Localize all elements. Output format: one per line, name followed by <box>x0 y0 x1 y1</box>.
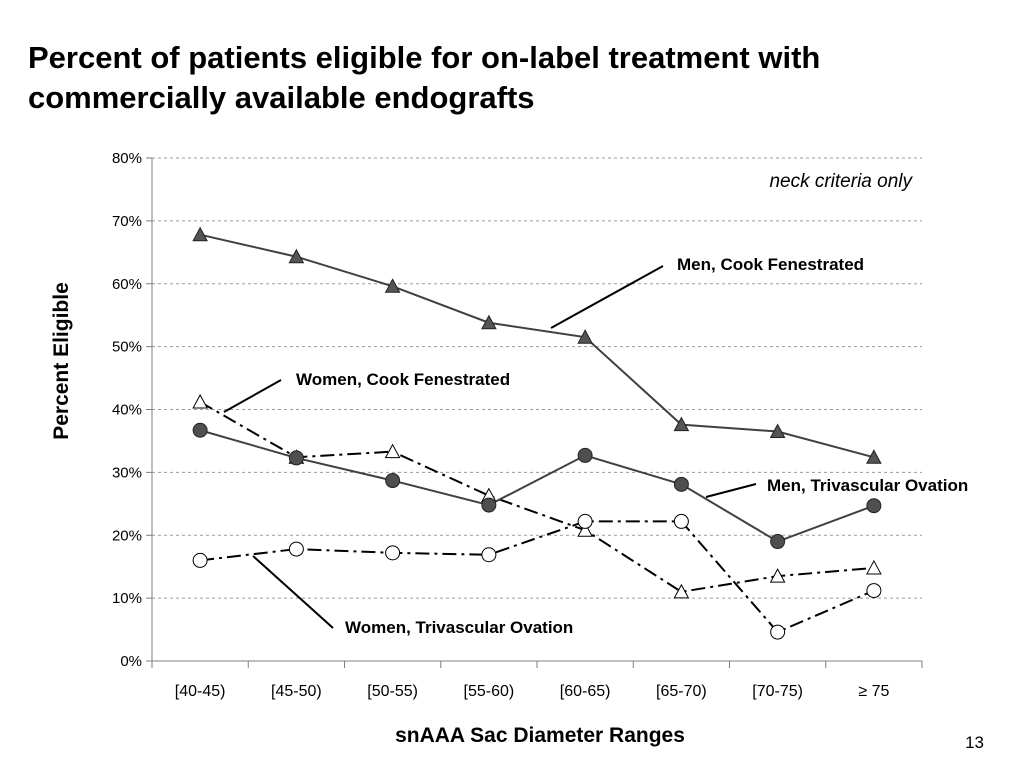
data-point <box>577 447 593 463</box>
x-tick-label: [40-45) <box>175 683 226 700</box>
y-tick-label: 30% <box>112 464 142 481</box>
series-label-leader-0 <box>550 265 664 329</box>
series-label-leader-3 <box>252 555 334 629</box>
slide-title-line-1: Percent of patients eligible for on-labe… <box>28 40 821 75</box>
data-point <box>481 497 497 513</box>
x-tick-label: [50-55) <box>367 683 418 700</box>
data-point <box>770 624 786 640</box>
x-tick-label: [70-75) <box>752 683 803 700</box>
data-point <box>673 583 690 599</box>
data-point <box>288 450 304 466</box>
series-label-0: Men, Cook Fenestrated <box>677 255 864 274</box>
data-point <box>192 422 208 438</box>
slide-title-line-2: commercially available endografts <box>28 80 535 115</box>
data-point <box>481 547 497 563</box>
data-point <box>385 545 401 561</box>
axes <box>146 157 923 668</box>
slide-title: Percent of patients eligible for on-labe… <box>28 38 1008 118</box>
label-leader-lines <box>223 265 757 629</box>
x-tick-label: [55-60) <box>464 683 515 700</box>
data-point <box>577 329 593 344</box>
data-point <box>288 541 304 557</box>
y-tick-label: 80% <box>112 150 142 167</box>
y-tick-label: 10% <box>112 590 142 607</box>
series-label-2: Men, Trivascular Ovation <box>767 476 968 495</box>
y-tick-label: 20% <box>112 527 142 544</box>
data-point <box>192 552 208 568</box>
data-point <box>384 278 401 293</box>
series-label-leader-2 <box>705 483 757 498</box>
data-point <box>866 583 882 599</box>
data-point <box>192 393 208 409</box>
chart-text: 0% 10% 20% 30% 40% 50% 60% 70% 80% [40-45) [45-50)… <box>50 150 968 747</box>
y-tick-label: 70% <box>112 213 142 230</box>
data-point <box>192 226 208 242</box>
data-point <box>866 449 882 464</box>
data-point <box>577 513 593 529</box>
y-tick-label: 60% <box>112 276 142 293</box>
data-point <box>673 416 690 432</box>
series-line-2 <box>199 429 875 543</box>
series-line-3 <box>200 520 875 634</box>
data-point <box>673 513 689 529</box>
x-axis-title: snAAA Sac Diameter Ranges <box>395 724 685 747</box>
page-number: 13 <box>965 733 984 752</box>
data-point <box>288 248 305 264</box>
data-point <box>673 476 689 492</box>
x-tick-label: [60-65) <box>560 683 611 700</box>
series-layer <box>192 226 882 640</box>
data-point <box>866 559 882 575</box>
y-tick-label: 50% <box>112 339 142 356</box>
series-label-leader-1 <box>223 379 282 413</box>
data-point <box>769 568 786 583</box>
series-label-1: Women, Cook Fenestrated <box>296 370 510 389</box>
x-tick-label: [65-70) <box>656 683 707 700</box>
series-line-0 <box>199 233 875 459</box>
data-point <box>481 314 497 330</box>
data-point <box>770 534 786 550</box>
y-tick-label: 40% <box>112 402 142 419</box>
data-point <box>385 473 401 489</box>
data-point <box>577 522 593 537</box>
series-label-3: Women, Trivascular Ovation <box>345 618 573 637</box>
annotation-neck-criteria: neck criteria only <box>769 171 913 192</box>
series-line-1 <box>199 401 874 593</box>
x-tick-label: ≥ 75 <box>858 683 889 700</box>
x-tick-label: [45-50) <box>271 683 322 700</box>
data-point <box>384 443 401 459</box>
data-point <box>769 423 786 439</box>
data-point <box>866 498 882 514</box>
y-tick-label: 0% <box>120 653 142 670</box>
y-axis-title: Percent Eligible <box>50 282 73 440</box>
gridlines <box>152 157 922 599</box>
